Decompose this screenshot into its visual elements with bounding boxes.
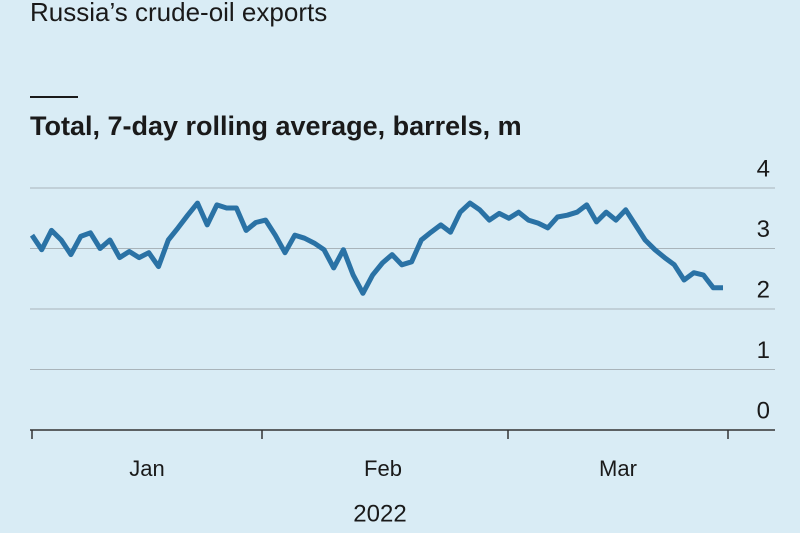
- y-tick-label: 0: [757, 397, 770, 424]
- data-line: [29, 200, 723, 296]
- y-tick-label: 3: [757, 216, 770, 243]
- x-tick-label: Feb: [364, 456, 402, 481]
- chart-title: Russia’s crude-oil exports: [30, 0, 327, 27]
- y-tick-label: 1: [757, 337, 770, 364]
- chart-subtitle: Total, 7-day rolling average, barrels, m: [30, 111, 522, 141]
- y-tick-label: 2: [757, 276, 770, 303]
- year-label: 2022: [353, 500, 406, 527]
- y-tick-label: 4: [757, 155, 770, 182]
- x-tick-label: Mar: [599, 456, 637, 481]
- x-tick-label: Jan: [129, 456, 164, 481]
